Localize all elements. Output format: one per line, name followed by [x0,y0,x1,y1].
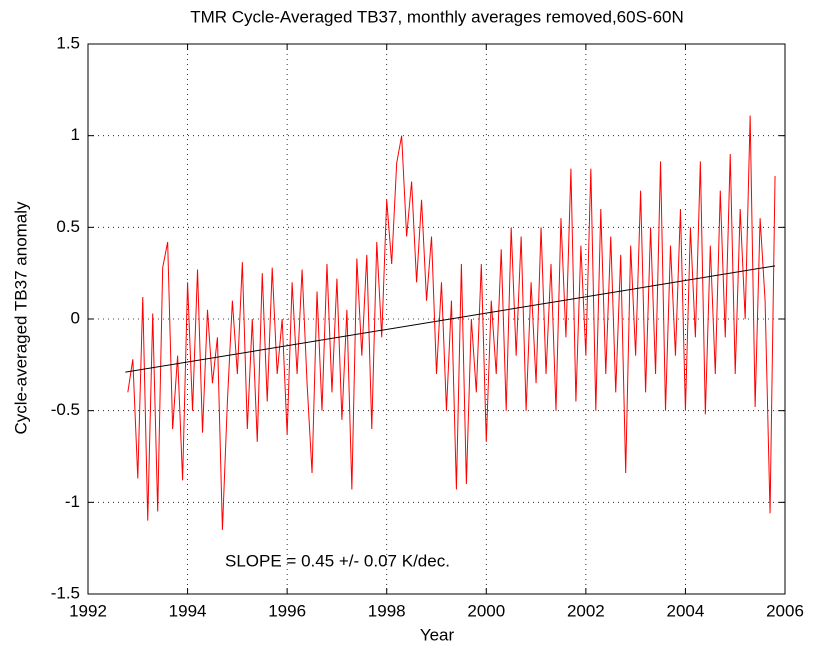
data-line [127,115,776,530]
annotation: SLOPE = 0.45 +/- 0.07 K/dec. [225,551,450,570]
x-tick-label: 1998 [368,601,406,620]
y-tick-label: 0.5 [56,217,80,236]
data-line [125,265,776,373]
y-tick-label: -0.5 [51,400,80,419]
chart-title: TMR Cycle-Averaged TB37, monthly average… [190,7,684,26]
y-tick-label: -1 [65,492,80,511]
x-tick-label: 1996 [268,601,306,620]
y-tick-label: 1.5 [56,33,80,52]
x-tick-label: 2002 [567,601,605,620]
y-tick-label: -1.5 [51,583,80,602]
y-tick-label: 1 [71,125,80,144]
y-axis-label: Cycle-averaged TB37 anomaly [11,201,30,435]
x-tick-label: 2004 [667,601,705,620]
x-axis-label: Year [420,625,455,644]
plot-frame [87,43,786,595]
x-tick-label: 1992 [69,601,107,620]
x-tick-label: 2000 [467,601,505,620]
y-tick-label: 0 [71,308,80,327]
x-tick-label: 2006 [766,601,804,620]
x-tick-label: 1994 [169,601,207,620]
